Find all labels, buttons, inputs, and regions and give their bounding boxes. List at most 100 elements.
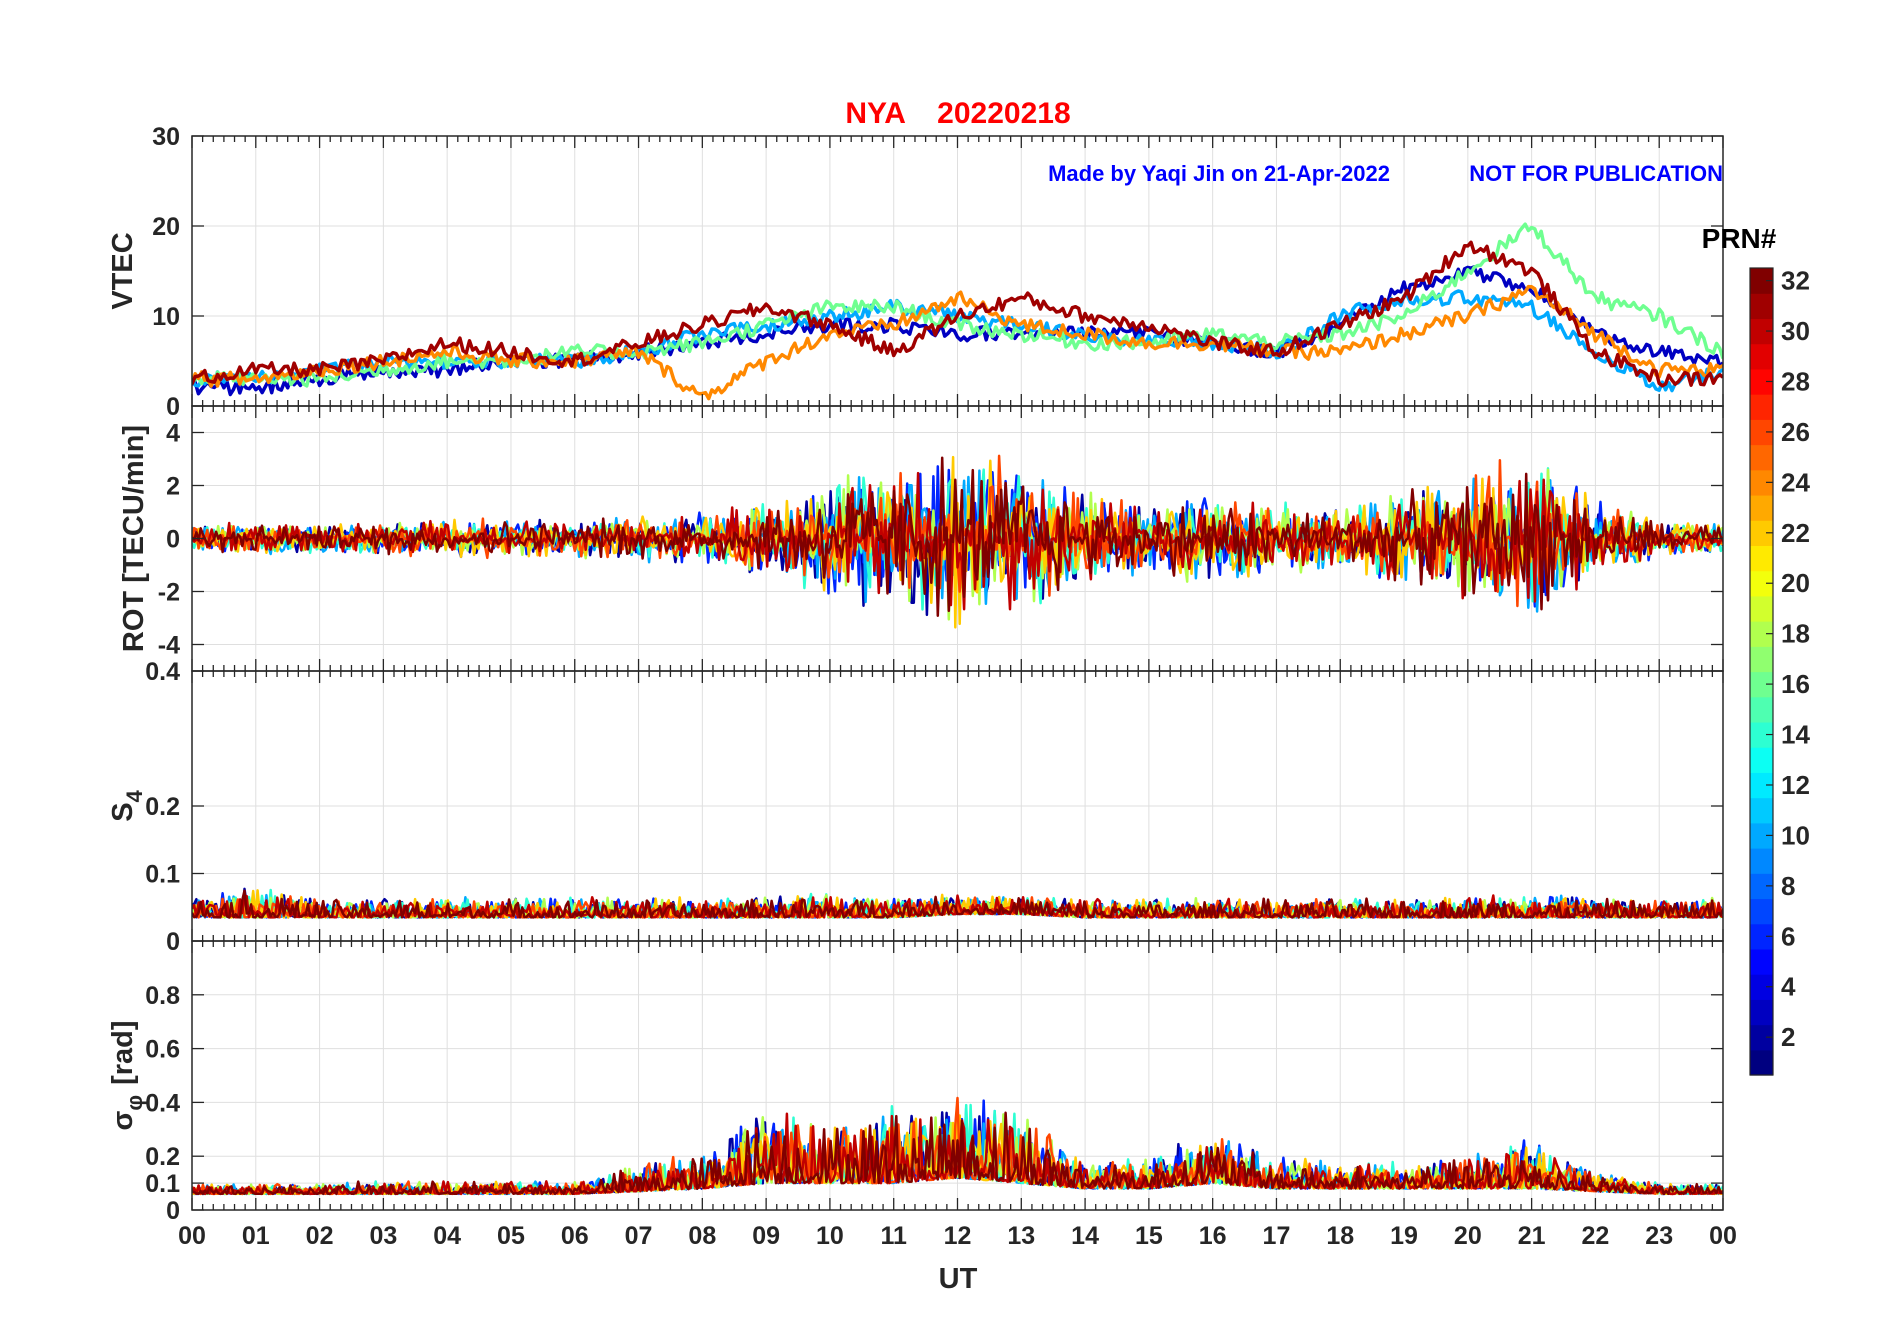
y-axis-label-vtec: VTEC	[107, 232, 139, 309]
x-tick-label: 06	[561, 1222, 589, 1250]
colorbar-swatch	[1750, 444, 1773, 471]
x-tick-label: 03	[369, 1222, 397, 1250]
y-axis-label-text: ROT [TECU/min]	[118, 425, 150, 652]
colorbar-tick-label: 18	[1781, 619, 1810, 649]
colorbar-swatch	[1750, 772, 1773, 799]
colorbar-swatch	[1750, 494, 1773, 521]
colorbar-swatch	[1750, 1049, 1773, 1076]
x-tick-label: 00	[1709, 1222, 1737, 1250]
y-tick-label: 4	[166, 420, 180, 448]
colorbar-swatch	[1750, 747, 1773, 773]
colorbar-tick-label: 28	[1781, 366, 1810, 396]
rot-series-prn-32	[192, 456, 1723, 617]
colorbar-swatch	[1750, 595, 1773, 622]
title-station: NYA	[845, 97, 905, 130]
colorbar-swatch	[1750, 570, 1773, 597]
x-tick-label: 02	[306, 1222, 334, 1250]
y-axis-label-sigma_phi: σφ [rad]	[107, 1020, 147, 1130]
colorbar-swatch	[1750, 721, 1773, 748]
colorbar-tick-label: 14	[1781, 720, 1810, 750]
y-tick-label: 10	[152, 303, 180, 331]
colorbar-swatch	[1750, 948, 1773, 975]
panel-s4: 0 0.1 0.2 0.4 S4	[107, 658, 1724, 956]
colorbar-swatch	[1750, 696, 1773, 723]
x-tick-label: 14	[1071, 1222, 1099, 1250]
y-axis-label-subscript: 4	[122, 789, 147, 802]
x-ticks-sigma_phi	[191, 941, 1724, 1210]
colorbar-swatch	[1750, 822, 1773, 849]
colorbar-swatch	[1750, 646, 1773, 673]
x-axis-label: UT	[939, 1263, 978, 1295]
not-for-publication-annotation: NOT FOR PUBLICATION	[1469, 161, 1723, 186]
colorbar-tick-label: 4	[1781, 972, 1796, 1002]
colorbar-title: PRN#	[1702, 223, 1777, 254]
y-tick-label: 2	[166, 473, 180, 501]
series-vtec	[192, 222, 1723, 401]
x-tick-label: 01	[242, 1222, 270, 1250]
x-tick-label: 21	[1518, 1222, 1546, 1250]
colorbar-swatch	[1750, 268, 1773, 294]
y-axis-label-unit: [rad]	[107, 1020, 139, 1084]
colorbar-swatch	[1750, 873, 1773, 900]
series-sigma_phi	[192, 1096, 1723, 1196]
x-tick-label: 08	[688, 1222, 716, 1250]
colorbar-swatch	[1750, 520, 1773, 547]
colorbar-swatch	[1750, 797, 1773, 824]
colorbar-tick-label: 22	[1781, 518, 1810, 548]
y-tick-label: 0	[166, 526, 180, 554]
colorbar-swatch	[1750, 848, 1773, 874]
figure-title: NYA 20220218	[845, 97, 1070, 130]
colorbar-tick-label: 16	[1781, 669, 1810, 699]
colorbar-tick-label: 32	[1781, 266, 1810, 296]
sigma_phi-series-prn-32	[192, 1111, 1723, 1196]
colorbar-swatch	[1750, 293, 1773, 320]
x-tick-label: 16	[1199, 1222, 1227, 1250]
y-tick-label: 0	[166, 1197, 180, 1225]
x-tick-label: 19	[1390, 1222, 1418, 1250]
x-ticks-s4	[191, 671, 1724, 941]
series-s4	[192, 887, 1723, 919]
colorbar-tick-label: 12	[1781, 770, 1810, 800]
y-tick-label: 0.1	[145, 1170, 180, 1198]
x-tick-label: 23	[1645, 1222, 1673, 1250]
colorbar-swatch	[1750, 469, 1773, 496]
y-tick-label: 0.2	[145, 793, 180, 821]
vtec-series-prn-24	[192, 284, 1723, 401]
y-axis-label-text: S	[107, 802, 139, 821]
x-tick-label: 15	[1135, 1222, 1163, 1250]
colorbar-tick-label: 6	[1781, 921, 1795, 951]
colorbar-tick-label: 2	[1781, 1022, 1795, 1052]
colorbar-swatch	[1750, 999, 1773, 1026]
y-tick-label: 20	[152, 213, 180, 241]
x-tick-label: 20	[1454, 1222, 1482, 1250]
y-axis-label-s4: S4	[107, 789, 147, 821]
panel-rot: -4 -2 0 2 4 ROT [TECU/min]	[118, 405, 1724, 672]
colorbar-swatch	[1750, 671, 1773, 698]
colorbar-tick-label: 10	[1781, 820, 1810, 850]
colorbar-swatch	[1750, 545, 1773, 572]
y-tick-label: 0.1	[145, 861, 180, 889]
y-tick-label: 0.8	[145, 982, 180, 1010]
x-tick-label: 18	[1326, 1222, 1354, 1250]
x-ticks-vtec	[191, 136, 1724, 406]
y-tick-label: 0.4	[145, 658, 180, 686]
y-tick-label: -2	[158, 579, 180, 607]
x-tick-label: 13	[1007, 1222, 1035, 1250]
y-tick-label: 30	[152, 123, 180, 151]
x-ticks-rot	[191, 406, 1724, 671]
y-axis-label-text: VTEC	[107, 232, 139, 309]
colorbar-tick-label: 26	[1781, 417, 1810, 447]
x-tick-label: 04	[433, 1222, 461, 1250]
x-tick-label: 10	[816, 1222, 844, 1250]
colorbar-swatch	[1750, 974, 1773, 1000]
colorbar-swatch	[1750, 898, 1773, 925]
colorbar-tick-label: 24	[1781, 467, 1810, 497]
x-tick-label: 17	[1263, 1222, 1291, 1250]
colorbar-swatch	[1750, 343, 1773, 370]
colorbar-swatch	[1750, 368, 1773, 395]
colorbar-swatch	[1750, 621, 1773, 647]
y-tick-label: 0	[166, 393, 180, 421]
y-axis-label-rot: ROT [TECU/min]	[118, 425, 150, 652]
